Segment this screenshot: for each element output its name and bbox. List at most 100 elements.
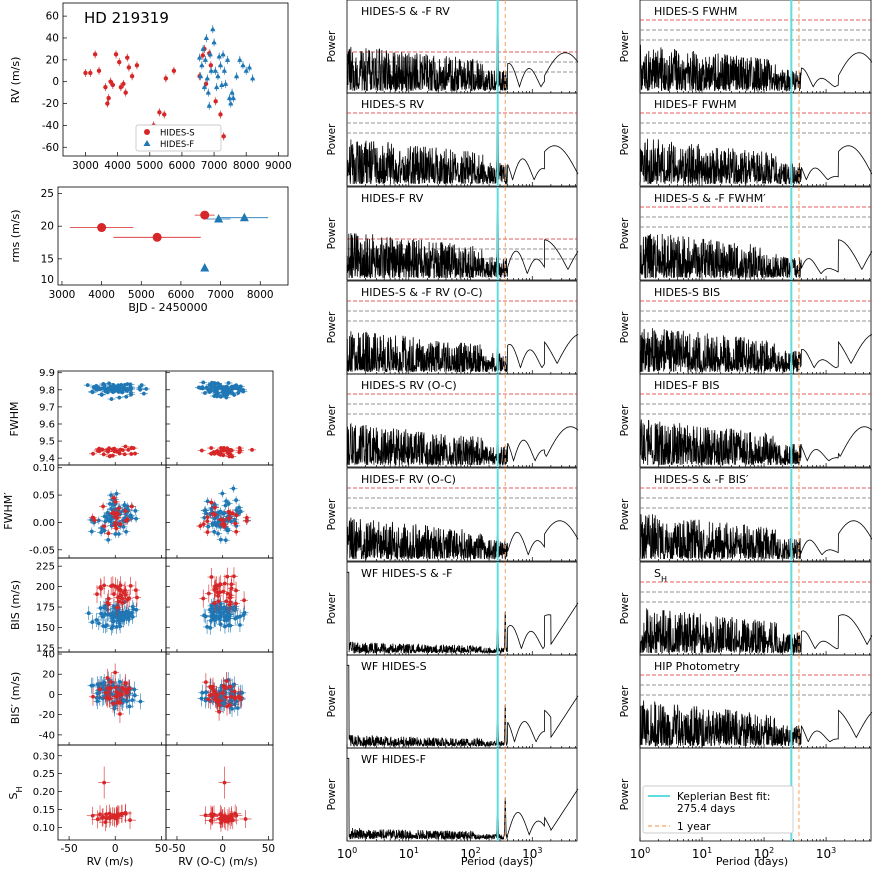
grid-point — [138, 699, 143, 704]
rms-xtick-label: 7000 — [207, 289, 234, 301]
grid-point — [203, 391, 207, 395]
grid-point — [96, 621, 101, 626]
grid-cell — [165, 464, 274, 559]
grid-point — [120, 596, 125, 601]
grid-ytick-label: -40 — [39, 730, 55, 741]
grid-point — [226, 381, 231, 385]
rv-point-hides-f — [214, 84, 220, 90]
legend-marker-hides-f — [143, 140, 151, 146]
grid-point — [115, 515, 119, 520]
periodogram-panel: Power 100 101 102 103 WF HIDES-F — [326, 747, 579, 861]
grid-point — [111, 701, 115, 706]
periodogram-curve — [346, 331, 579, 373]
grid-point — [212, 451, 217, 456]
grid-point — [115, 615, 120, 620]
periodogram-axes — [346, 373, 578, 468]
periodogram-curve — [347, 664, 579, 748]
rms-xtick-label: 8000 — [247, 289, 274, 301]
grid-point — [99, 530, 104, 535]
grid-point — [242, 598, 246, 603]
rms-xtick-label: 6000 — [168, 289, 195, 301]
grid-point — [232, 574, 236, 579]
grid-point — [98, 606, 103, 610]
grid-point — [101, 683, 106, 687]
periodogram-panel: Power HIDES-S FWHM — [619, 0, 872, 94]
grid-point — [210, 692, 214, 697]
grid-point — [102, 528, 107, 533]
grid-point — [232, 517, 237, 522]
grid-point — [198, 524, 203, 528]
grid-point — [221, 518, 226, 523]
grid-point — [206, 697, 211, 702]
grid-point — [208, 818, 213, 823]
grid-point — [209, 446, 214, 450]
grid-point — [113, 532, 118, 536]
rv-point-hides-s — [83, 70, 88, 76]
grid-point — [98, 585, 103, 590]
grid-point — [111, 382, 116, 387]
grid-ytick-label: 0.10 — [33, 823, 55, 834]
rv-xtick-label: 4000 — [104, 160, 131, 172]
grid-point — [103, 820, 108, 825]
rv-point-hides-f — [230, 95, 236, 101]
periodogram-panel: Power WF HIDES-S — [326, 654, 579, 749]
rv-time-plot: HD 219319 RV (m/s) 3000 4000 5000 6000 7000 8… — [9, 2, 292, 172]
rv-point-hides-f — [206, 102, 212, 108]
periodogram-panel: Power HIDES-S & -F RV (O-C) — [326, 280, 579, 375]
grid-point — [221, 610, 226, 615]
grid-ytick-label: 9.7 — [39, 402, 55, 413]
periodogram-curve — [347, 571, 579, 655]
periodogram-panel: Power HIDES-S RV (O-C) — [326, 373, 579, 468]
grid-point — [212, 601, 217, 606]
grid-point — [212, 613, 216, 618]
grid-cell: -50 0 50 0.10 0.15 0.20 0.25 0.30 — [33, 744, 168, 855]
rv-time-ylabel: RV (m/s) — [9, 57, 22, 104]
periodogram-xtick-label: 100 — [630, 846, 650, 861]
periodogram-axes — [639, 467, 872, 562]
grid-point — [234, 529, 239, 534]
grid-ylabel-sh: SH — [7, 787, 24, 800]
grid-point — [86, 611, 91, 616]
rv-xtick-label: 6000 — [169, 160, 196, 172]
grid-point — [212, 516, 217, 521]
periodogram-xtick-label: 103 — [522, 846, 542, 861]
grid-point — [131, 446, 136, 451]
rv-point-hides-f — [212, 67, 218, 73]
periodogram-panel: Power HIDES-S RV — [326, 92, 579, 187]
grid-ytick-label: 0.20 — [33, 787, 55, 798]
periodogram-panel: Power HIDES-F RV (O-C) — [326, 467, 579, 562]
grid-point — [226, 509, 231, 514]
grid-xlabel-rv: RV (m/s) — [87, 855, 134, 868]
periodogram-ylabel: Power — [326, 30, 338, 62]
grid-ytick-label: -20 — [39, 710, 55, 721]
grid-point — [224, 695, 228, 700]
grid-point — [226, 501, 231, 506]
legend-label-hides-f: HIDES-F — [160, 140, 194, 150]
periodogram-panel: Power HIDES-S & -F BIS′ — [619, 467, 872, 562]
grid-point — [110, 583, 115, 588]
grid-ylabel-fwhm-prime: FWHM′ — [2, 492, 15, 530]
grid-point — [99, 611, 103, 616]
grid-point — [214, 583, 219, 588]
grid-ytick-label: 9.8 — [39, 385, 55, 396]
grid-point — [243, 817, 248, 821]
rv-point-hides-s — [203, 81, 209, 87]
rms-time-axes — [57, 186, 289, 286]
periodogram-curve — [346, 422, 579, 466]
grid-point — [118, 447, 123, 452]
grid-point — [120, 610, 125, 615]
grid-point — [128, 818, 132, 823]
grid-point — [200, 385, 205, 390]
grid-cell: -50 0 50 — [165, 744, 275, 855]
rv-point-hides-f — [199, 62, 205, 68]
periodogram-curve — [639, 608, 872, 655]
periodogram-panel: Power SH — [619, 561, 872, 656]
rv-point-hides-s — [108, 79, 113, 84]
rv-point-hides-s — [113, 52, 119, 57]
grid-point — [105, 696, 110, 701]
grid-point — [102, 514, 107, 519]
grid-point — [133, 508, 138, 513]
grid-cell — [165, 651, 274, 746]
grid-point — [128, 583, 133, 588]
rv-point-hides-s — [126, 65, 132, 70]
